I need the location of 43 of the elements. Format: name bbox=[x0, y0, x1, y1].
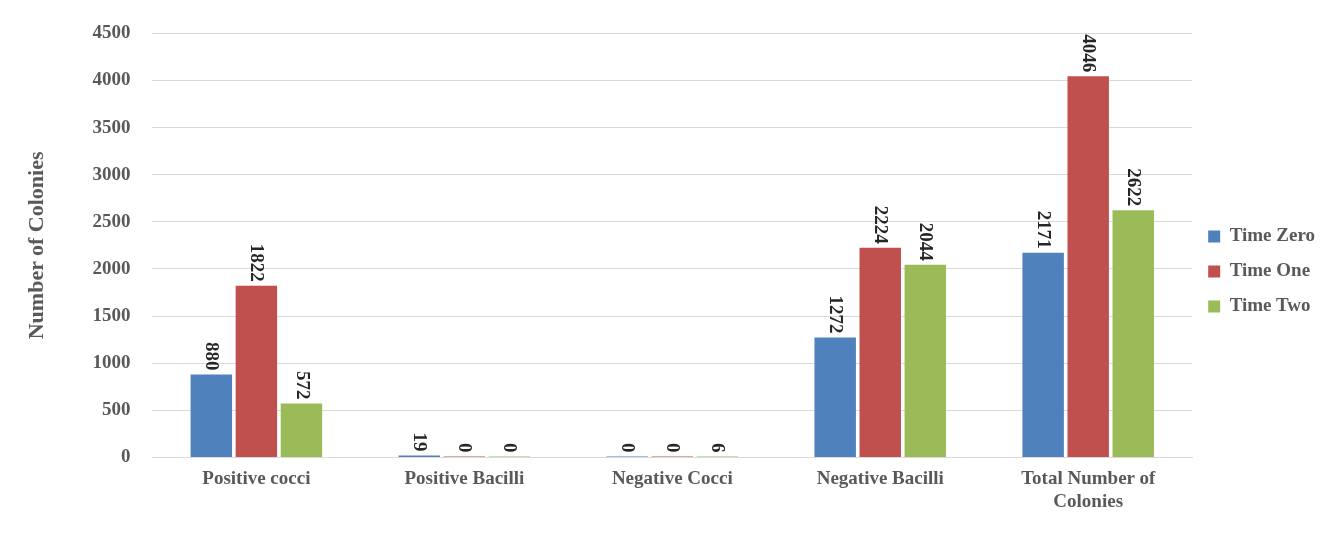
data-label: 4046 bbox=[1079, 34, 1101, 73]
data-label: 0 bbox=[618, 442, 640, 453]
data-label: 2622 bbox=[1124, 168, 1146, 207]
data-label: 1822 bbox=[247, 243, 269, 282]
data-label: 2171 bbox=[1034, 210, 1056, 249]
y-tick-label: 3500 bbox=[92, 115, 131, 137]
data-label: 0 bbox=[500, 442, 522, 453]
y-tick-label: 1500 bbox=[92, 303, 131, 325]
data-label: 0 bbox=[455, 442, 477, 453]
bar bbox=[280, 403, 323, 457]
x-tick-label: Negative Bacilli bbox=[816, 466, 944, 488]
legend-label: Time Zero bbox=[1229, 224, 1316, 246]
bar bbox=[1112, 210, 1154, 457]
data-label: 1272 bbox=[826, 295, 848, 334]
data-label: 6 bbox=[708, 442, 730, 453]
bar bbox=[190, 374, 233, 457]
legend-label: Time Two bbox=[1229, 294, 1311, 316]
data-label: 880 bbox=[202, 341, 224, 371]
bar bbox=[904, 264, 947, 457]
y-tick-label: 4000 bbox=[92, 68, 131, 90]
bar bbox=[1022, 252, 1064, 457]
x-tick-label: Positive cocci bbox=[202, 466, 311, 488]
bar bbox=[235, 285, 278, 457]
y-tick-label: 500 bbox=[101, 398, 131, 420]
data-label: 572 bbox=[292, 371, 314, 400]
bar bbox=[814, 337, 856, 457]
data-label: 0 bbox=[663, 442, 685, 453]
legend-label: Time One bbox=[1229, 259, 1311, 281]
data-label: 2224 bbox=[871, 205, 893, 245]
x-tick-label: Negative Cocci bbox=[611, 466, 733, 488]
y-tick-label: 2000 bbox=[92, 256, 131, 278]
y-tick-label: 4500 bbox=[92, 21, 131, 43]
data-label: 19 bbox=[410, 432, 432, 452]
y-tick-label: 3000 bbox=[92, 162, 131, 184]
y-tick-label: 2500 bbox=[92, 209, 131, 231]
data-label: 2044 bbox=[916, 222, 938, 262]
y-tick-label: 0 bbox=[120, 445, 131, 467]
x-tick-label: Positive Bacilli bbox=[404, 466, 525, 488]
bar bbox=[1067, 76, 1109, 457]
bar bbox=[859, 247, 901, 457]
x-tick-label: Total Number of Colonies bbox=[1021, 466, 1156, 511]
y-tick-label: 1000 bbox=[92, 351, 131, 373]
y-axis-title: Number of Colonies bbox=[22, 151, 48, 340]
